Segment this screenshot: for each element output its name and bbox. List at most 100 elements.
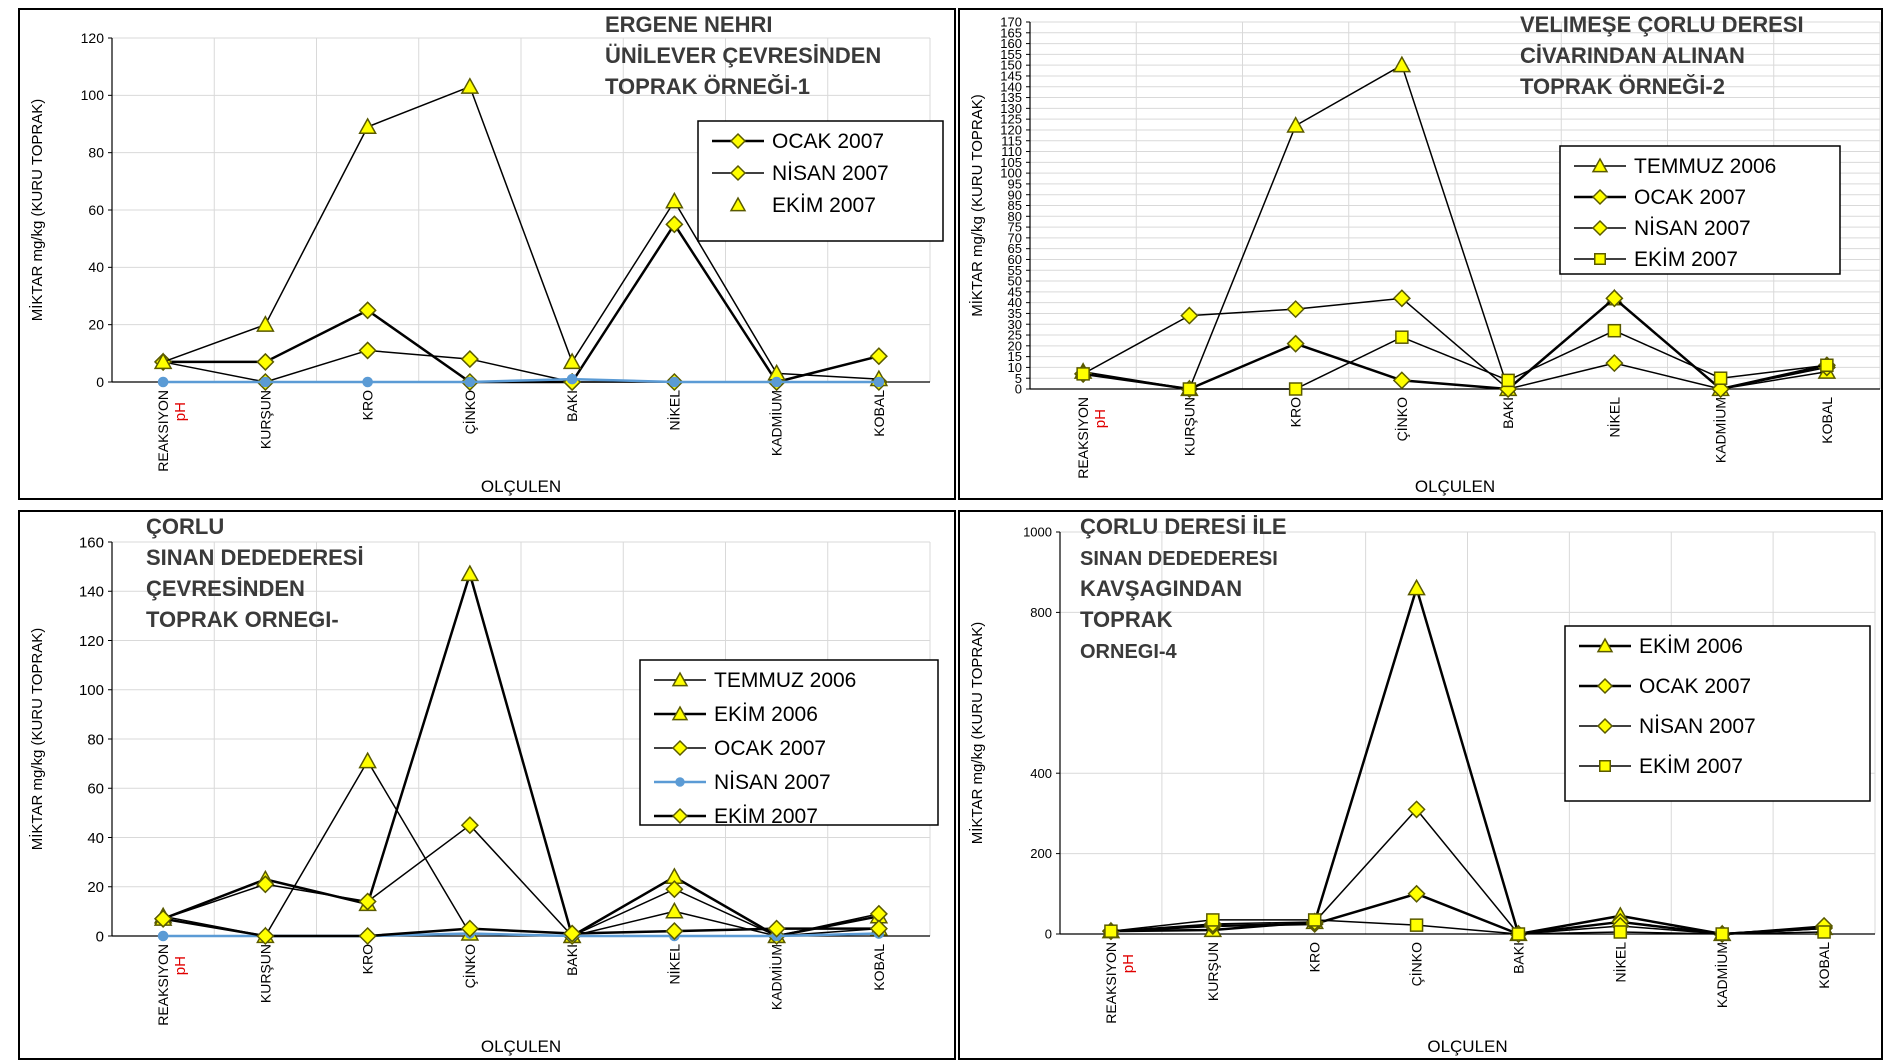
legend-swatch-marker: [729, 132, 747, 150]
data-point: [1511, 927, 1526, 941]
x-tick-labels: REAKSIYON KURŞUN KRO ÇİNKO BAKI NİKEL KADMİUM K…: [1075, 397, 1835, 479]
x-tick-label: ÇİNKO: [461, 390, 478, 434]
y-tick-label: 125: [1000, 112, 1022, 127]
data-point: [873, 376, 885, 388]
x-tick-label: KOBAL: [1819, 397, 1835, 444]
series-group: [1101, 578, 1834, 944]
x-tick-label: ÇİNKO: [1408, 942, 1425, 986]
legend-label: NİSAN 2007: [772, 162, 889, 185]
x-tick-label: KOBAL: [871, 390, 887, 437]
data-point: [358, 301, 377, 320]
x-tick-label: BAKI: [564, 390, 580, 422]
data-point: [1820, 358, 1834, 373]
chart-title: ÇORLU SINAN DEDEDERESİ ÇEVRESİNDEN TOPRAK O…: [146, 514, 364, 632]
y-tick-label: 0: [96, 374, 104, 390]
legend-swatch-marker: [729, 164, 747, 182]
series-line: [1110, 808, 1825, 935]
legend-label: NİSAN 2007: [1634, 217, 1751, 240]
y-tick-label: 0: [96, 928, 104, 945]
data-point: [1607, 323, 1622, 338]
y-tick-label: 140: [1000, 79, 1022, 94]
data-point: [460, 77, 480, 94]
y-tick-label: 400: [1030, 766, 1052, 781]
legend-label: NİSAN 2007: [714, 771, 831, 794]
x-tick-label: KURŞUN: [1181, 397, 1197, 456]
data-point: [1392, 371, 1411, 390]
x-tick-label: KADMİUM: [1713, 942, 1730, 1008]
legend-label: OCAK 2007: [1639, 675, 1751, 698]
y-tick-label: 40: [88, 259, 104, 275]
legend-swatch-marker: [1596, 677, 1614, 695]
chart-title-line: SINAN DEDEDERESI: [1080, 548, 1278, 570]
legend-swatch-marker: [1596, 637, 1614, 653]
legend: EKİM 2006 OCAK 2007 NİSAN 2007 EKİM 2007: [1564, 625, 1871, 802]
data-point: [358, 341, 377, 360]
legend-swatch-marker: [1591, 219, 1609, 237]
data-point: [358, 892, 377, 911]
y-tick-label: 20: [88, 317, 104, 333]
data-point: [154, 909, 173, 928]
data-point: [460, 564, 480, 582]
y-tick-labels: 0 20 40 60 80 100 120 140 160: [79, 534, 112, 945]
ph-label: pH: [172, 956, 189, 975]
series-line: [1083, 329, 1827, 390]
y-tick-label: 50: [1008, 274, 1022, 289]
x-tick-label: KURŞUN: [257, 944, 273, 1003]
chart-title-line: ÇEVRESİNDEN: [146, 576, 305, 601]
y-tick-label: 105: [1000, 155, 1022, 170]
x-tick-label: KADMİUM: [1712, 397, 1729, 463]
data-point: [1180, 306, 1199, 325]
chart-title: ERGENE NEHRI ÜNİLEVER ÇEVRESİNDEN TOPRAK Ö…: [605, 12, 881, 99]
ph-label: pH: [1120, 954, 1137, 973]
data-point: [869, 347, 888, 366]
data-point: [362, 376, 373, 388]
x-tick-label: KADMİUM: [768, 390, 785, 456]
y-tick-label: 150: [1000, 58, 1022, 73]
legend-label: NİSAN 2007: [1639, 715, 1756, 738]
y-tick-label: 80: [1008, 209, 1022, 224]
legend-box: [1564, 625, 1871, 802]
legend-swatch-marker: [675, 777, 685, 787]
legend-box: [1559, 145, 1841, 275]
data-point: [1407, 800, 1426, 819]
y-tick-label: 115: [1001, 133, 1022, 148]
data-point: [256, 315, 275, 332]
data-point: [1307, 913, 1322, 927]
y-tick-label: 80: [88, 145, 104, 161]
data-point: [153, 352, 173, 370]
y-tick-label: 160: [79, 534, 104, 551]
y-tick-label: 65: [1008, 241, 1022, 256]
series-4: [157, 373, 885, 388]
y-tick-label: 120: [79, 633, 104, 650]
x-tick-label: NİKEL: [665, 944, 682, 985]
data-point: [1395, 330, 1409, 344]
data-point: [1409, 918, 1424, 932]
data-point: [1392, 289, 1411, 308]
data-point: [256, 352, 275, 371]
legend-label: EKİM 2006: [714, 703, 818, 726]
data-point: [1605, 289, 1624, 308]
data-point: [1076, 367, 1090, 381]
data-point: [358, 751, 377, 769]
x-axis-title: OLÇULEN: [481, 1037, 561, 1056]
y-tick-label: 120: [81, 30, 105, 46]
chart-svg-1: 0 20 40 60 80 100 120 MİKTAR mg/kg (KURU TOPRAK…: [28, 12, 944, 496]
y-tick-labels: 0 200 400 800 1000: [1023, 525, 1060, 942]
y-tick-label: 60: [1008, 252, 1022, 267]
legend-label: EKİM 2006: [1639, 635, 1743, 658]
legend-swatch-marker: [729, 196, 747, 212]
chart-title-line: ÇORLU: [146, 514, 224, 539]
legend-label: EKİM 2007: [714, 805, 818, 828]
y-tick-label: 40: [87, 830, 104, 847]
series-5: [154, 909, 888, 946]
legend-swatch-marker: [1591, 157, 1609, 173]
x-tick-label: NİKEL: [665, 390, 682, 431]
chart-svg-3: 0 20 40 60 80 100 120 140 160 MİKTAR mg/kg (KURU …: [28, 514, 939, 1056]
series-group: [153, 564, 889, 946]
chart-title: ÇORLU DERESİ İLE SINAN DEDEDERESI KAVŞAGIN…: [1080, 514, 1287, 663]
x-tick-label: NİKEL: [1611, 942, 1628, 983]
chart-title-line: ERGENE NEHRI: [605, 12, 772, 37]
data-point: [358, 926, 377, 946]
y-tick-label: 1000: [1023, 525, 1052, 540]
y-axis-title: MİKTAR mg/kg (KURU TOPRAK): [28, 99, 46, 322]
